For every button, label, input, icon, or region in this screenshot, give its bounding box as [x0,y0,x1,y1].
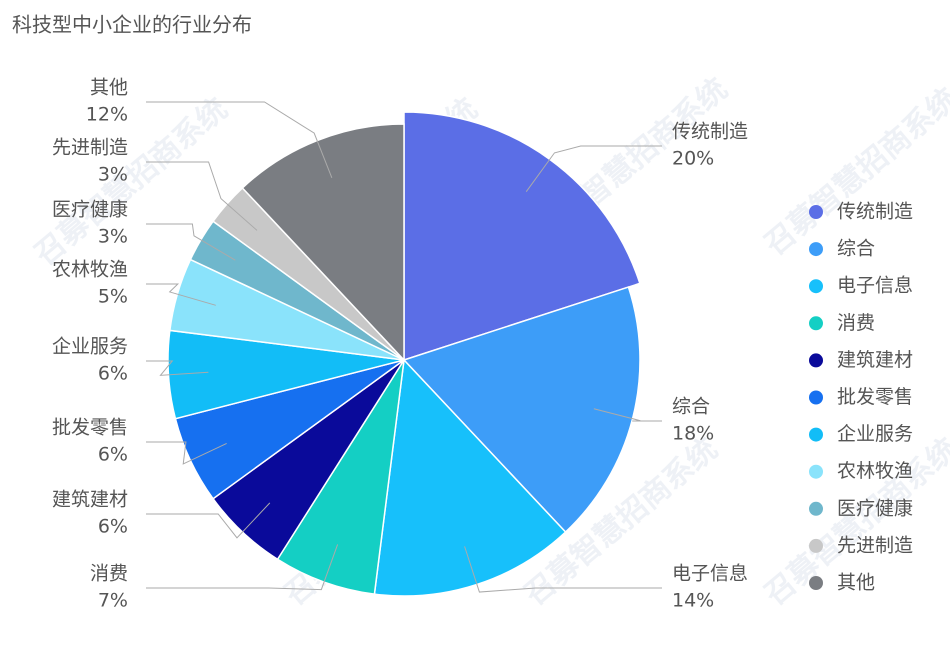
slice-value-label: 18% [672,423,714,445]
legend-label: 传统制造 [837,201,913,223]
legend-label: 电子信息 [837,275,913,297]
slice-value-label: 5% [98,286,128,308]
slice-value-label: 6% [98,363,128,385]
leader-line [146,101,333,178]
slice-label: 消费 [90,563,128,585]
slice-label: 电子信息 [672,563,748,585]
leader-line [146,283,216,306]
legend-label: 消费 [837,312,875,334]
legend-label: 批发零售 [837,386,913,408]
slice-label: 其他 [90,77,128,99]
legend-label: 建筑建材 [837,349,913,371]
slice-label: 综合 [672,396,710,418]
watermark: 召募智慧招商系统 [757,82,950,264]
slice-label: 建筑建材 [52,489,128,511]
leader-line [146,223,236,261]
legend-marker [809,242,823,257]
legend-marker [809,316,823,331]
slice-label: 农林牧渔 [52,259,128,281]
legend-marker [809,390,823,405]
legend-marker [809,538,823,553]
slice-value-label: 3% [98,164,128,186]
slice-value-label: 14% [672,590,714,612]
leader-line [146,161,258,231]
slice-value-label: 3% [98,226,128,248]
legend-marker [809,279,823,294]
legend-label: 综合 [837,238,875,260]
leader-line [146,544,339,591]
leader-line [146,502,271,539]
legend-marker [809,464,823,479]
legend-marker [809,205,823,219]
slice-label: 传统制造 [672,121,748,143]
legend-marker [809,501,823,516]
legend-label: 农林牧渔 [837,460,913,482]
legend-marker [809,576,823,590]
leader-line [146,441,227,465]
leader-line [593,408,662,422]
slice-value-label: 6% [98,444,128,466]
slice-value-label: 20% [672,148,714,170]
legend-marker [809,353,823,368]
legend-label: 企业服务 [837,423,913,445]
chart-title: 科技型中小企业的行业分布 [12,13,252,37]
leader-line [146,360,209,376]
slice-value-label: 6% [98,516,128,538]
slice-label: 企业服务 [52,336,128,358]
legend-label: 先进制造 [837,534,913,556]
slice-label: 先进制造 [52,137,128,159]
leader-line [464,546,662,593]
legend-label: 其他 [837,572,875,594]
slice-label: 医疗健康 [52,199,128,221]
leader-line [525,145,662,193]
slice-label: 批发零售 [52,417,128,439]
legend-marker [809,427,823,442]
slice-value-label: 12% [86,104,128,126]
legend-label: 医疗健康 [837,497,913,519]
slice-value-label: 7% [98,590,128,612]
